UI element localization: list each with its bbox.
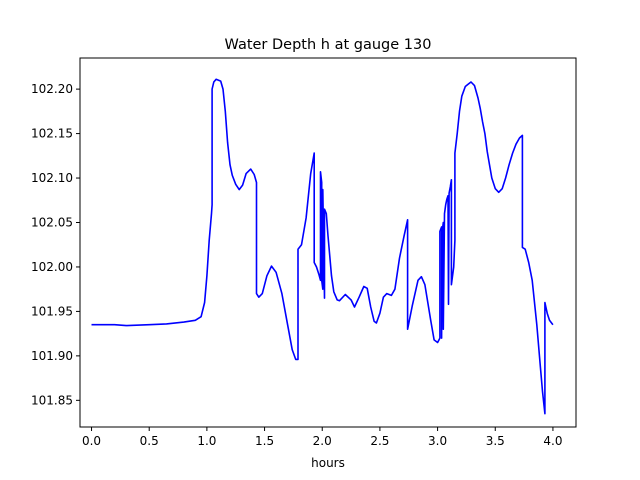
x-tick-label: 4.0 — [543, 434, 562, 448]
y-tick-label: 102.00 — [31, 260, 73, 274]
y-tick-label: 102.05 — [31, 215, 73, 229]
x-tick-label: 3.0 — [428, 434, 447, 448]
y-axis-ticks: 101.85 101.90 101.95 102.00 102.05 102.10 102.… — [31, 82, 80, 407]
x-axis-ticks: 0.0 0.5 1.0 1.5 2.0 2.5 3.0 3.5 4.0 — [82, 427, 562, 448]
x-tick-label: 2.5 — [370, 434, 389, 448]
x-tick-label: 0.0 — [82, 434, 101, 448]
y-tick-label: 101.90 — [31, 349, 73, 363]
x-axis-label: hours — [311, 456, 345, 470]
x-tick-label: 0.5 — [140, 434, 159, 448]
x-tick-label: 1.0 — [197, 434, 216, 448]
x-tick-label: 1.5 — [255, 434, 274, 448]
x-tick-label: 2.0 — [313, 434, 332, 448]
plot-frame — [79, 57, 577, 428]
chart-title: Water Depth h at gauge 130 — [225, 37, 432, 53]
x-tick-label: 3.5 — [486, 434, 505, 448]
y-tick-label: 102.20 — [31, 82, 73, 96]
series-line — [91, 78, 554, 415]
y-tick-label: 101.95 — [31, 304, 73, 318]
y-tick-label: 102.15 — [31, 127, 73, 141]
y-tick-label: 101.85 — [31, 393, 73, 407]
y-tick-label: 102.10 — [31, 171, 73, 185]
